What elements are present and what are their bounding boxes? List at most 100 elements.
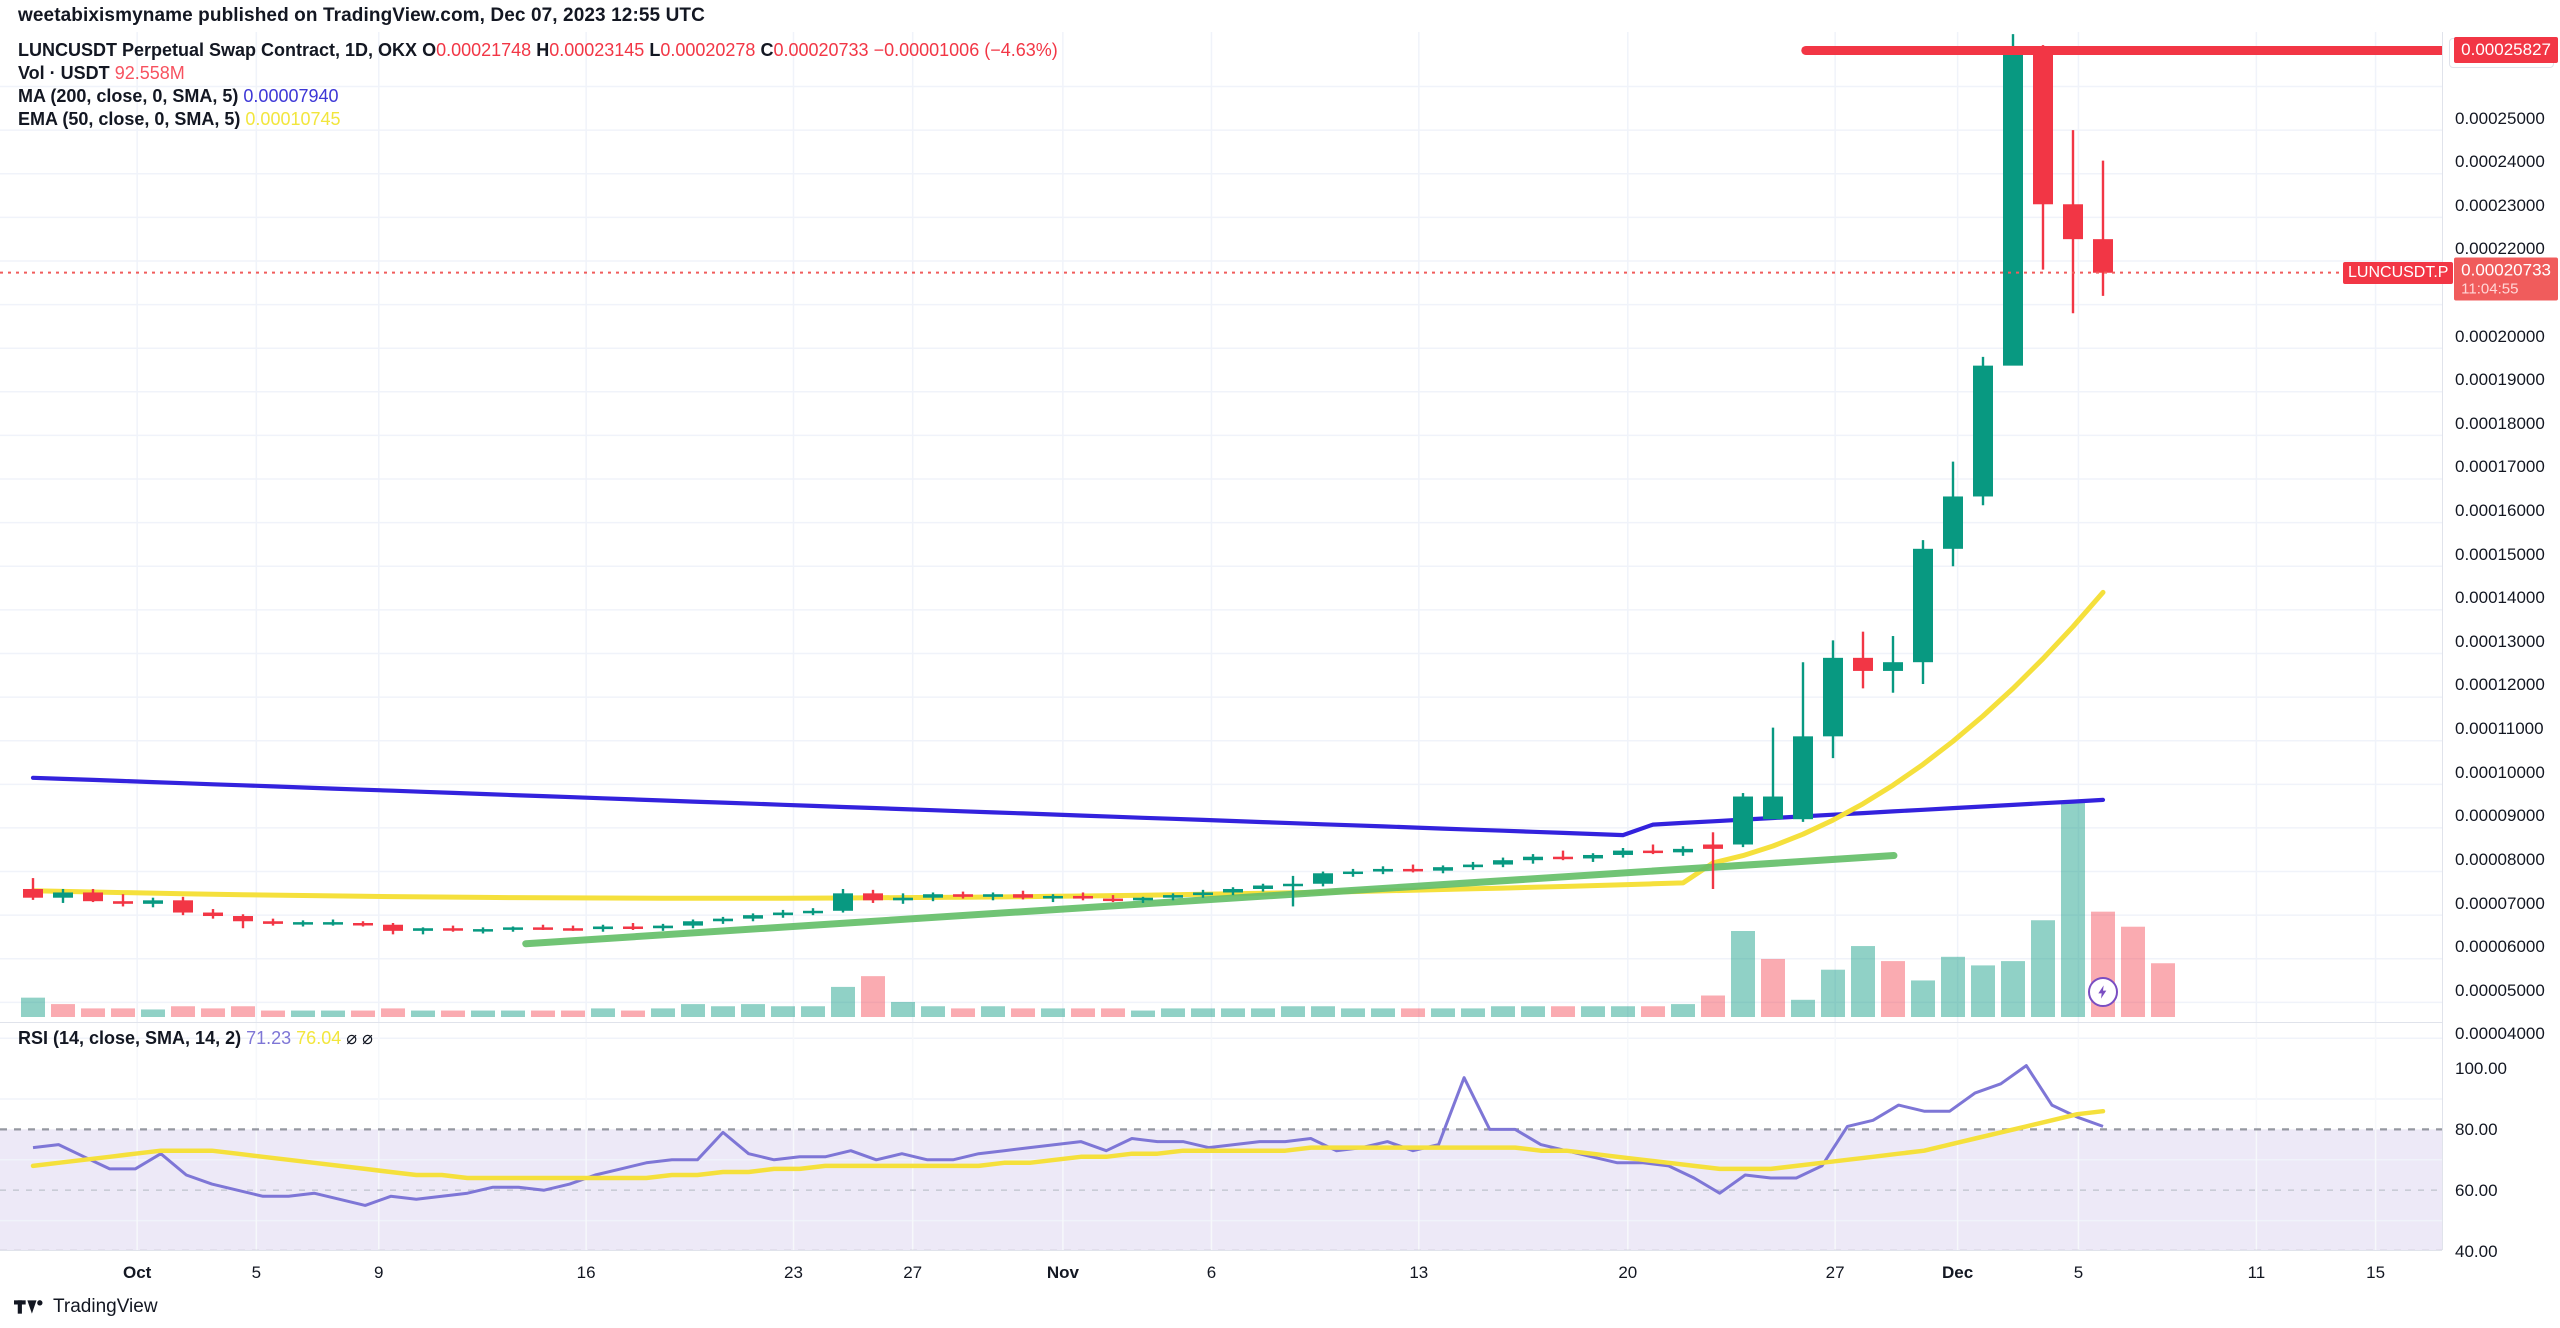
volume-bar (261, 1010, 285, 1017)
volume-bar (2031, 920, 2055, 1017)
price-axis-tick: 0.00009000 (2455, 806, 2545, 826)
candlestick-series (23, 34, 2113, 935)
price-chart-canvas (0, 32, 2447, 1022)
volume-bar (951, 1008, 975, 1017)
price-axis-tick: 0.00018000 (2455, 413, 2545, 433)
volume-bar (501, 1010, 525, 1017)
price-axis-tick: 0.00005000 (2455, 980, 2545, 1000)
price-axis-tick: 0.00019000 (2455, 370, 2545, 390)
price-axis-tick: 0.00008000 (2455, 849, 2545, 869)
volume-bar (21, 997, 45, 1017)
candle-body (1673, 848, 1693, 853)
last-price-value: 0.00020733 (2461, 260, 2551, 280)
symbol-price-tag[interactable]: LUNCUSDT.P (2343, 261, 2454, 284)
candle-body (833, 893, 853, 911)
rsi-axis-tick: 60.00 (2455, 1180, 2498, 1200)
time-axis-tick: 16 (576, 1263, 596, 1282)
time-axis-tick: 15 (2366, 1263, 2386, 1282)
volume-bar (1671, 1004, 1695, 1017)
volume-bar (1611, 1006, 1635, 1017)
rsi-pane[interactable] (0, 1022, 2442, 1253)
candle-body (563, 928, 583, 931)
time-axis-tick: 23 (784, 1263, 803, 1282)
volume-bar (1251, 1008, 1275, 1017)
volume-bar (1701, 995, 1725, 1017)
last-price-time: 11:04:55 (2461, 280, 2519, 298)
volume-bar (981, 1006, 1005, 1017)
price-chart-pane[interactable] (0, 32, 2447, 1022)
candle-body (683, 921, 703, 926)
volume-bar (201, 1008, 225, 1017)
candle-body (293, 922, 313, 925)
volume-bar (1071, 1008, 1095, 1017)
rsi-ma-line (30, 1108, 2106, 1181)
tradingview-logo[interactable]: TradingView (14, 1296, 158, 1318)
price-axis-tick: 0.00020000 (2455, 326, 2545, 346)
candle-body (353, 923, 373, 926)
volume-bar (1101, 1008, 1125, 1017)
volume-bar (921, 1006, 945, 1017)
volume-bar (1191, 1008, 1215, 1017)
candle-body (773, 912, 793, 916)
candle-body (1553, 856, 1573, 860)
rsi-legend[interactable]: RSI (14, close, SMA, 14, 2) 71.23 76.04 … (18, 1028, 373, 1049)
volume-bar (81, 1008, 105, 1017)
candle-body (1463, 864, 1483, 868)
candle-body (713, 918, 733, 922)
time-axis-tick: 20 (1618, 1263, 1638, 1282)
candle-body (1403, 868, 1423, 872)
price-axis[interactable]: USDT 0.000250000.000240000.000230000.000… (2442, 32, 2560, 1261)
volume-bar (2001, 961, 2025, 1017)
candle-body (1613, 850, 1633, 855)
volume-bar (831, 986, 855, 1017)
volume-bar (291, 1010, 315, 1017)
candle-body (413, 928, 433, 931)
lightning-icon[interactable] (2088, 977, 2118, 1007)
volume-bar (1581, 1006, 1605, 1017)
ema50-line (30, 589, 2106, 901)
time-axis-tick: 13 (1409, 1263, 1429, 1282)
price-axis-tick: 0.00017000 (2455, 457, 2545, 477)
last-price-tag[interactable]: 0.00020733 11:04:55 (2454, 257, 2558, 301)
resistance-price-tag[interactable]: 0.00025827 (2454, 37, 2558, 64)
volume-bar (591, 1008, 615, 1017)
volume-bar (1881, 961, 1905, 1017)
volume-bar (861, 976, 885, 1017)
volume-bar (1431, 1008, 1455, 1017)
time-axis[interactable]: Oct 5 9 16 23 27 Nov 6 13 20 27 Dec 5 11 15 (0, 1250, 2442, 1292)
candle-body (1013, 894, 1033, 898)
candle-body (1913, 548, 1933, 663)
candle-body (473, 929, 493, 932)
support-trendline (522, 852, 1898, 948)
candle-body (83, 892, 103, 902)
candle-body (1583, 854, 1603, 859)
candle-body (203, 912, 223, 917)
candle-body (1193, 892, 1213, 896)
time-axis-tick: 5 (2073, 1263, 2084, 1282)
volume-bar (1791, 999, 1815, 1017)
candle-body (1103, 898, 1123, 902)
rsi-axis-tick: 100.00 (2455, 1059, 2507, 1079)
candle-body (383, 924, 403, 931)
rsi-axis-tick: 80.00 (2455, 1120, 2498, 1139)
time-axis-tick: Dec (1942, 1263, 1974, 1282)
candle-body (1073, 895, 1093, 899)
volume-bar (1641, 1006, 1665, 1017)
tradingview-mark-icon (14, 1300, 43, 1314)
volume-bar (1491, 1006, 1515, 1017)
candle-body (173, 900, 193, 913)
volume-bar (561, 1010, 585, 1017)
volume-bar (1731, 931, 1755, 1017)
candle-body (2033, 51, 2053, 205)
volume-bar (1311, 1006, 1335, 1017)
volume-bar (1851, 946, 1875, 1017)
candle-body (533, 927, 553, 930)
price-axis-tick: 0.00006000 (2455, 937, 2545, 957)
candle-body (1823, 657, 1843, 737)
candle-body (1973, 365, 1993, 497)
price-axis-tick: 0.00004000 (2455, 1024, 2545, 1044)
candle-body (1883, 662, 1903, 671)
candle-body (923, 894, 943, 898)
volume-bar (411, 1010, 435, 1017)
rsi-canvas (0, 1023, 2442, 1253)
